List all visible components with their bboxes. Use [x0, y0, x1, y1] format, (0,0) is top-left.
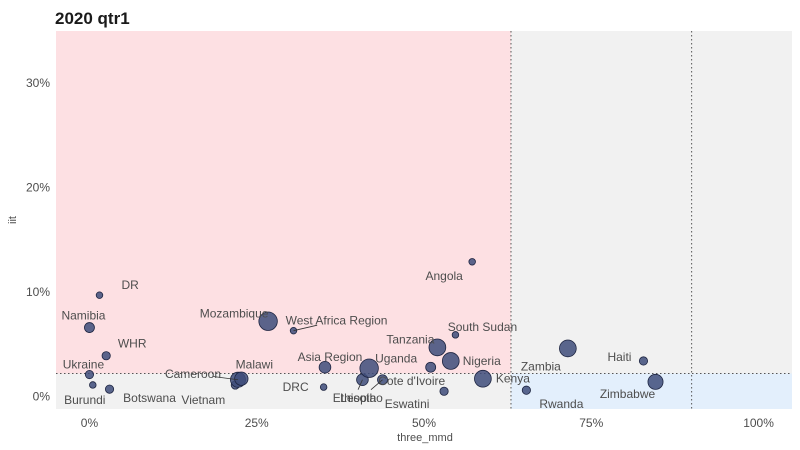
point-labels-layer: DR Namibia WHR Ukraine Burundi Botswana Vietna…	[61, 269, 655, 411]
data-point	[451, 331, 460, 339]
point-label: Mozambique	[200, 306, 269, 320]
x-tick-label: 0%	[81, 416, 99, 430]
point-label: Vietnam	[181, 393, 225, 407]
point-label: Ukraine	[63, 358, 105, 372]
point-label: WHR	[118, 337, 147, 351]
data-point	[359, 358, 379, 378]
point-label: Namibia	[61, 309, 105, 323]
red-zone	[56, 31, 511, 374]
point-label: Nigeria	[463, 354, 501, 368]
point-label: Tanzania	[386, 332, 434, 346]
point-label: Cameroon	[165, 367, 221, 381]
points-layer	[84, 258, 664, 396]
data-point	[647, 373, 664, 390]
x-tick-label: 75%	[579, 416, 603, 430]
x-axis-title: three_mmd	[397, 432, 453, 444]
point-label: Angola	[425, 269, 463, 283]
data-point	[474, 369, 492, 388]
point-label: Kenya	[496, 372, 530, 386]
data-point	[428, 338, 447, 357]
y-tick-label: 30%	[26, 76, 50, 90]
data-point	[84, 369, 95, 380]
y-tick-label: 10%	[26, 285, 50, 299]
point-label: Rwanda	[539, 397, 583, 411]
data-point	[521, 385, 531, 395]
x-tick-label: 25%	[245, 416, 269, 430]
point-label: West Africa Region	[286, 314, 388, 328]
point-label: DRC	[283, 380, 309, 394]
y-tick-label: 20%	[26, 181, 50, 195]
plot-panel	[56, 31, 792, 409]
leader-line	[293, 324, 318, 332]
leader-line	[213, 376, 239, 381]
data-point	[468, 258, 476, 266]
chart-title: 2020 qtr1	[55, 9, 130, 28]
data-point	[84, 322, 95, 333]
axes-layer: 0% 25% 50% 75% 100% 0% 10% 20% 30%	[26, 76, 774, 430]
point-label: Asia Region	[298, 350, 363, 364]
data-point	[319, 383, 328, 391]
data-point	[289, 326, 298, 335]
point-label: Ethiopia	[333, 391, 377, 405]
leader-line	[370, 379, 383, 390]
data-point	[234, 371, 249, 386]
data-point	[89, 381, 97, 389]
point-label: Haiti	[607, 350, 631, 364]
y-axis-title: iit	[7, 216, 19, 224]
point-label: Burundi	[64, 393, 105, 407]
point-label: Cote d'Ivoire	[378, 374, 445, 388]
x-tick-label: 100%	[743, 416, 774, 430]
data-point	[104, 384, 115, 394]
data-point	[559, 339, 577, 358]
point-label: South Sudan	[448, 320, 517, 334]
data-point	[441, 352, 460, 370]
point-label: Uganda	[375, 351, 417, 365]
data-point	[258, 311, 278, 331]
point-label: Zimbabwe	[600, 387, 656, 401]
point-label: DR	[121, 278, 139, 292]
data-point	[95, 291, 104, 299]
point-label: Botswana	[123, 391, 176, 405]
y-tick-label: 0%	[33, 389, 51, 403]
point-label: Zambia	[521, 359, 561, 373]
data-point	[101, 351, 111, 361]
data-point	[638, 356, 649, 366]
leader-line	[357, 379, 363, 390]
data-point	[439, 386, 449, 396]
data-point	[425, 361, 437, 373]
point-label: Eswatini	[385, 397, 430, 411]
point-label: Lesotho	[340, 391, 383, 405]
data-point	[318, 360, 332, 374]
point-label: Malawi	[236, 358, 273, 372]
x-tick-label: 50%	[412, 416, 436, 430]
